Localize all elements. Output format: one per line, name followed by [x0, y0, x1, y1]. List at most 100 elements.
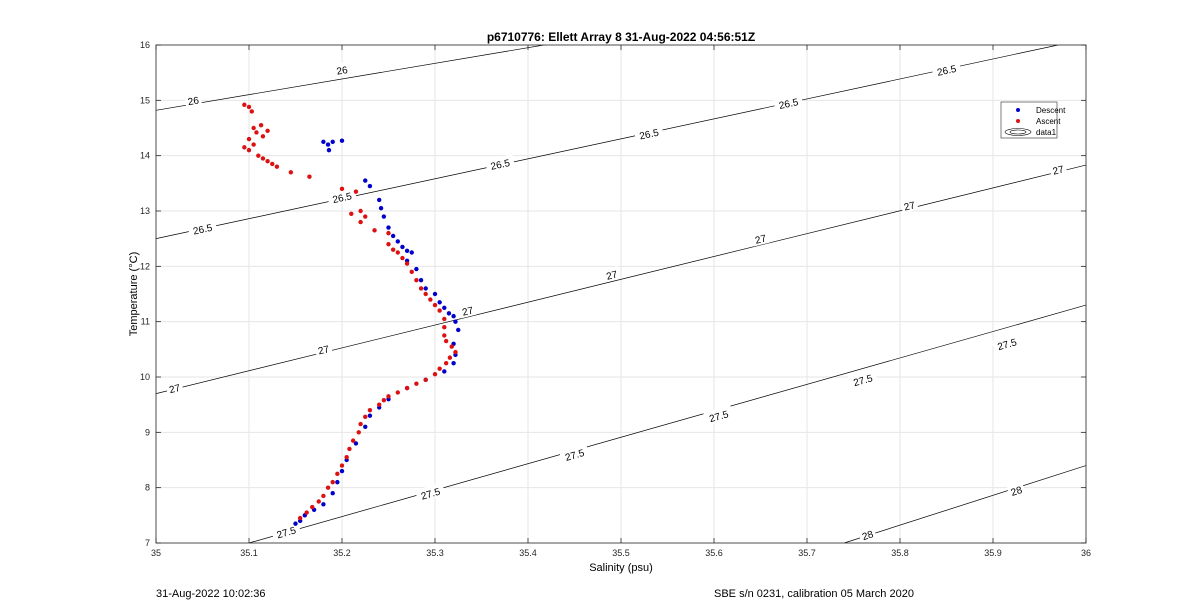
point-ascent	[265, 128, 270, 133]
contour-label-group: 27	[899, 196, 919, 214]
y-tick-label: 8	[145, 483, 150, 493]
point-ascent	[447, 355, 453, 360]
point-ascent	[423, 377, 428, 382]
contour-label-bg	[184, 92, 203, 108]
point-ascent	[256, 153, 261, 158]
y-tick-label: 15	[140, 95, 150, 105]
contour-label-group: 26.5	[326, 187, 357, 206]
point-descent	[381, 214, 387, 219]
contour-label-bg	[703, 405, 734, 426]
point-descent	[293, 521, 298, 526]
chart-title: p6710776: Ellett Array 8 31-Aug-2022 04:…	[487, 30, 755, 44]
point-descent	[432, 291, 438, 297]
contour-label-group: 26	[332, 61, 351, 78]
y-tick-label: 14	[140, 151, 150, 161]
point-ascent	[358, 219, 363, 225]
contour-label-bg	[458, 301, 477, 319]
contour-label: 27	[754, 233, 768, 246]
contour-label-group: 27.5	[559, 443, 590, 465]
point-ascent	[246, 104, 252, 110]
point-ascent	[335, 471, 340, 477]
contour-label-group: 27	[1048, 160, 1068, 178]
point-ascent	[339, 463, 345, 468]
legend-marker-ascent	[1016, 119, 1020, 123]
point-ascent	[443, 360, 449, 366]
point-ascent	[251, 125, 256, 131]
point-ascent	[442, 316, 447, 322]
point-descent	[395, 239, 400, 244]
x-tick-label: 35.4	[519, 548, 537, 558]
legend-label-ascent: Ascent	[1036, 117, 1061, 126]
point-ascent	[404, 385, 410, 391]
point-ascent	[386, 230, 391, 236]
point-descent	[404, 248, 410, 254]
point-descent	[442, 305, 447, 311]
point-descent	[418, 277, 424, 283]
contour-label: 27	[168, 383, 182, 396]
y-tick-label: 10	[140, 372, 150, 382]
contour-label-group: 28	[1006, 481, 1026, 499]
point-ascent	[310, 504, 315, 510]
contour-label-bg	[1048, 160, 1068, 178]
contour-label: 27	[461, 305, 475, 318]
y-tick-label: 9	[145, 427, 150, 437]
point-ascent	[395, 250, 400, 255]
legend-contour-icon-inner	[1009, 129, 1027, 135]
x-axis-label: Salinity (psu)	[589, 562, 653, 574]
point-descent	[423, 286, 428, 291]
point-ascent	[258, 123, 264, 128]
point-ascent	[358, 208, 363, 214]
point-ascent	[363, 214, 368, 219]
point-descent	[321, 139, 326, 145]
contour-label-bg	[847, 369, 878, 390]
contour-label-bg	[899, 196, 919, 214]
point-descent	[451, 313, 456, 319]
point-ascent	[316, 499, 321, 504]
point-ascent	[260, 134, 266, 139]
contour-label: 28	[1010, 485, 1024, 499]
point-ascent	[428, 297, 433, 302]
plot-timestamp: 31-Aug-2022 10:02:36	[156, 588, 266, 600]
point-descent	[353, 441, 359, 446]
contour-label: 26.5	[936, 64, 958, 79]
point-ascent	[443, 338, 449, 344]
legend-box	[1000, 101, 1058, 139]
point-ascent	[246, 136, 252, 142]
density-contour-28	[844, 465, 1086, 543]
point-ascent	[414, 277, 419, 283]
y-tick-label: 12	[140, 261, 150, 271]
x-tick-label: 35.7	[798, 548, 816, 558]
point-ascent	[418, 286, 424, 291]
contour-label-bg	[270, 521, 302, 542]
contour-label-group: 27	[602, 265, 621, 283]
point-ascent	[386, 394, 391, 399]
legend: Descent Ascent data1	[1000, 101, 1066, 139]
point-ascent	[251, 142, 256, 147]
point-descent	[446, 311, 452, 316]
point-ascent	[390, 247, 396, 252]
point-ascent	[260, 156, 266, 161]
point-descent	[414, 266, 419, 272]
point-ascent	[367, 408, 373, 413]
contour-label: 26.5	[192, 223, 214, 238]
point-ascent	[254, 130, 259, 135]
x-tick-label: 35.8	[891, 548, 909, 558]
contour-label-bg	[773, 93, 804, 112]
point-ascent	[442, 333, 447, 338]
contour-label-bg	[326, 187, 357, 206]
contour-label-bg	[931, 60, 962, 79]
contour-label-group: 26.5	[773, 93, 804, 112]
point-ascent	[404, 261, 410, 266]
contour-label-group: 26.5	[633, 123, 664, 142]
x-tick-label: 35.5	[612, 548, 630, 558]
contour-label: 27.5	[420, 487, 442, 503]
point-descent	[363, 424, 368, 429]
point-ascent	[344, 455, 349, 460]
contour-label-group: 27	[751, 229, 770, 247]
y-tick-label: 16	[140, 40, 150, 50]
point-ascent	[432, 372, 438, 377]
point-ascent	[353, 189, 359, 194]
point-ascent	[304, 510, 309, 515]
contour-label-group: 26.5	[484, 154, 516, 173]
point-ascent	[325, 485, 331, 490]
